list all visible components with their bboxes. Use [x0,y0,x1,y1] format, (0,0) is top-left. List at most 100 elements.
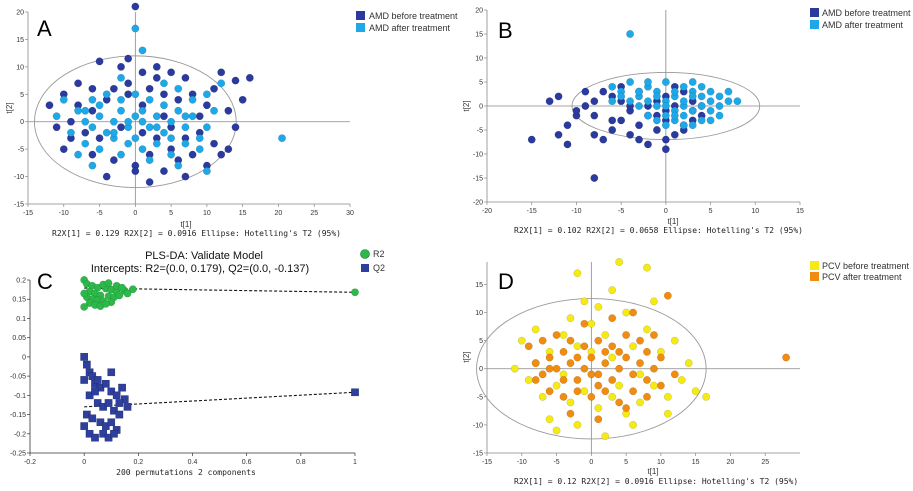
data-point-q2 [110,429,118,438]
data-point-amd-after-treatment [661,121,670,130]
panel-b-plot: -20 -15 -10 -5 0 5 10 15 -20 -15 -10 -5 0 5 10 15 20 [473,8,804,216]
panel-a-letter: A [37,16,52,41]
data-point-pcv-before-treatment [566,398,575,407]
data-point-amd-after-treatment [688,121,697,130]
data-point-amd-after-treatment [644,97,652,106]
data-point-amd-after-treatment [688,92,697,101]
x-tick-label: 1 [353,459,357,466]
data-point-pcv-after-treatment [663,291,672,300]
x-tick-label: 5 [169,210,173,217]
x-tick-label: 15 [239,210,247,217]
panel-d-footer: R2X[1] = 0.12 R2X[2] = 0.0916 Ellipse: H… [514,477,798,486]
x-tick-label: 0 [589,459,593,466]
y-tick-label: -10 [14,174,24,181]
data-point-amd-after-treatment [697,116,706,125]
data-point-amd-before-treatment [160,90,168,99]
data-point-amd-after-treatment [706,116,715,125]
data-point-amd-before-treatment [160,112,168,121]
data-point-amd-before-treatment [653,126,661,134]
data-point-pcv-after-treatment [643,376,651,384]
data-point-pcv-after-treatment [580,342,589,351]
data-point-pcv-before-treatment [677,376,686,384]
data-point-amd-after-treatment [117,95,125,104]
data-point-amd-after-treatment [152,139,161,148]
legend-label-pcv-after: PCV after treatment [822,272,902,282]
data-point-q2 [102,380,110,388]
data-point-amd-after-treatment [661,111,670,120]
data-point-pcv-after-treatment [629,308,637,317]
data-point-pcv-before-treatment [573,342,582,351]
data-point-amd-after-treatment [697,82,706,91]
data-point-amd-before-treatment [545,97,554,106]
data-point-amd-after-treatment [644,78,652,86]
data-point-pcv-before-treatment [552,381,561,390]
data-point-amd-before-treatment [195,112,204,121]
x-tick-label: 25 [761,459,769,466]
data-point-pcv-before-treatment [636,398,644,407]
data-point-amd-before-treatment [590,130,599,139]
data-point-amd-before-treatment [88,84,97,93]
data-point-pcv-after-treatment [650,331,658,339]
x-tick-label: 15 [796,208,804,215]
data-point-amd-before-treatment [590,97,599,106]
data-point-pcv-after-treatment [629,370,637,379]
data-point-pcv-after-treatment [531,376,540,384]
data-point-pcv-before-treatment [524,376,533,384]
data-point-pcv-before-treatment [622,308,631,317]
data-point-amd-after-treatment [102,128,111,137]
data-point-amd-before-treatment [181,172,190,181]
data-point-amd-before-treatment [617,116,626,125]
data-point-amd-before-treatment [138,68,147,77]
data-point-pcv-before-treatment [629,421,637,429]
data-point-q2 [93,376,102,384]
data-point-amd-before-treatment [109,84,118,93]
y-tick-label: 10 [16,64,24,71]
x-tick-label: -15 [23,210,33,217]
data-point-pcv-before-treatment [650,381,658,390]
data-point-pcv-after-treatment [594,381,603,390]
hotelling-ellipse [33,55,237,188]
data-point-amd-after-treatment [138,117,147,126]
y-tick-label: 15 [16,37,24,44]
data-point-amd-after-treatment [617,92,626,101]
panel-c-legend: R2 Q2 [360,249,385,273]
data-point-amd-after-treatment [174,84,183,93]
data-point-amd-before-treatment [590,174,599,182]
x-tick-label: 5 [624,459,628,466]
data-point-amd-before-treatment [626,130,634,139]
data-point-amd-before-treatment [109,156,118,165]
data-point-pcv-before-treatment [580,297,589,306]
x-tick-label: -5 [618,208,624,215]
data-point-amd-after-treatment [131,24,140,33]
data-point-amd-before-treatment [581,87,590,96]
data-point-amd-before-treatment [152,62,161,71]
data-point-q2 [112,391,121,400]
panel-b-letter: B [498,18,513,43]
y-tick-label: 0 [479,366,483,373]
data-point-amd-after-treatment [210,106,218,115]
panel-c-letter: C [37,269,53,294]
data-point-amd-after-treatment [706,106,715,115]
x-tick-label: 0.2 [133,459,143,466]
data-point-pcv-after-treatment [552,364,561,373]
data-point-pcv-after-treatment [670,370,679,379]
x-tick-label: 20 [727,459,735,466]
data-point-amd-after-treatment [167,117,176,126]
data-point-q2 [80,353,88,361]
data-point-amd-before-treatment [145,178,154,186]
data-point-amd-before-treatment [599,87,608,96]
data-point-r2 [115,291,124,300]
data-point-amd-before-treatment [188,150,197,159]
data-point-amd-after-treatment [160,101,168,110]
data-point-pcv-before-treatment [538,392,547,401]
legend-marker-r2 [360,249,370,259]
x-tick-label: -5 [96,210,102,217]
data-point-amd-after-treatment [181,123,190,132]
legend-swatch-pcv-before [810,261,819,270]
data-point-q2 [123,403,132,411]
data-point-amd-after-treatment [679,97,688,106]
data-point-pcv-after-treatment [587,353,596,362]
data-point-amd-after-treatment [124,139,133,148]
data-point-amd-after-treatment [74,150,82,159]
